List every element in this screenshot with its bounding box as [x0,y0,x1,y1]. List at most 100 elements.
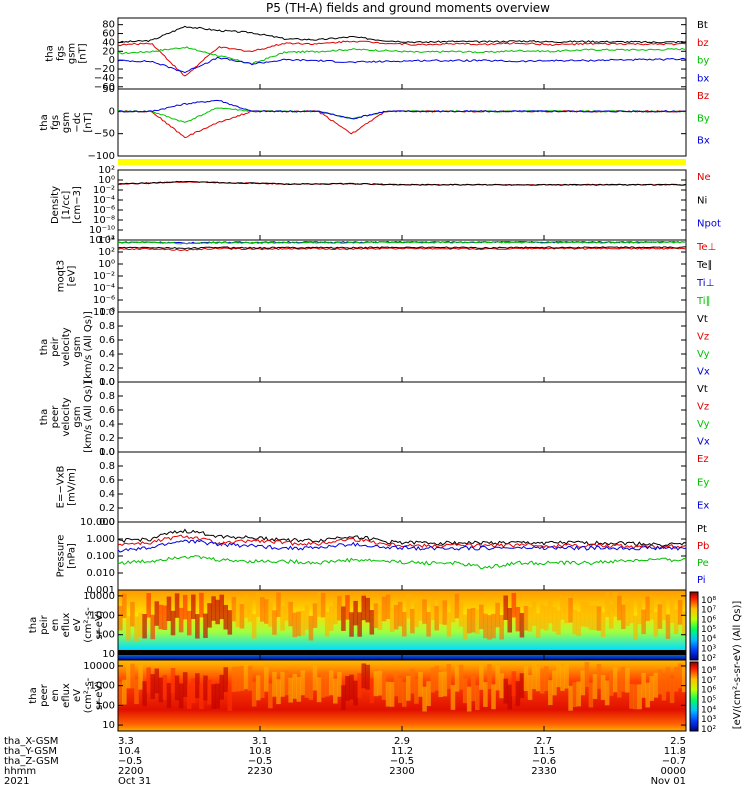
spectro-cell [511,671,517,697]
y-tick-label: 10000 [83,591,115,602]
spectro-cell [243,593,249,618]
y-tick-label: 10⁻¹² [89,235,115,246]
colorbar-tick-label: 10⁴ [701,635,716,645]
spectro-cell [491,613,496,639]
spectro-cell [328,670,334,696]
y-tick-label: 0.6 [99,475,115,486]
legend-fgs_gsm-3: bx [697,73,709,84]
y-tick-label: −40 [94,73,115,84]
y-tick-label: 0.6 [99,405,115,416]
y-tick-label: 10⁻² [93,185,115,196]
series-density-Ni [117,180,687,186]
y-tick-label: 0.8 [99,461,115,472]
y-axis-label: moqt3 [eV] [56,260,78,293]
spectro-cell [280,606,285,631]
y-tick-label: 80 [102,20,115,31]
y-tick-label: 1.0 [99,307,115,318]
spectro-cell [612,667,618,693]
y-tick-label: 10⁻⁶ [93,205,115,216]
spectro-cell [450,597,456,623]
colorbar-tick-label: 10⁸ [701,596,716,606]
y-axis-label-line: tha [39,114,50,130]
spectro-cell [495,602,500,628]
y-axis-label-line: tha [45,45,56,61]
y-axis-label: tha peer velocity gsm [km/s (All Qs)] [39,381,94,453]
spectro-cell [572,682,577,707]
y-axis-label-line: en [50,619,61,632]
y-tick-label: 0.010 [86,568,115,579]
spectro-cell [495,665,500,691]
spectro-cell [661,595,667,621]
yellow-status-bar [118,159,686,165]
spectro-cell [134,616,139,641]
y-axis-label-line: eV [72,618,83,631]
spectro-cell [337,671,342,697]
spectro-cell [203,613,208,639]
spectro-cell [442,671,448,697]
spectro-cell [665,614,671,639]
spectro-cell [527,675,533,700]
spectro-cell [475,685,480,711]
spectro-cell [154,601,160,626]
y-tick-label: 10⁻⁸ [93,215,115,226]
spectro-cell [320,672,326,698]
spectro-cell [503,678,508,704]
y-axis-label: tha fgs gsm [nT] [45,43,89,64]
y-tick-label: 0 [109,55,115,66]
y-axis-label-line: tha [28,687,39,703]
y-axis-label-line: tha [39,339,50,355]
spectro-cell [170,610,176,636]
spectro-cell [166,683,172,708]
y-axis-label-line: [mV/m] [67,468,78,506]
spectro-cell [146,593,151,618]
spectro-cell [353,680,358,706]
legend-efield-2: Ex [697,501,709,512]
spectro-cell [641,672,646,698]
x-row-label: tha_Z-GSM [4,756,59,767]
panel-vi: 1.0 0.8 0.6 0.4 0.2 0.0 tha peir velocity gsm [km/… [39,307,710,388]
spectro-cell [255,592,261,617]
spectro-cell [544,666,549,692]
y-tick-label: 10⁻⁸ [93,307,115,318]
spectro-cell [324,612,330,637]
y-tick-label: 10⁰ [98,259,115,270]
spectro-cell [418,596,423,621]
y-axis-label-line: (cm²-s- [83,607,94,643]
spectro-cell [442,600,448,625]
spectro-cell [673,609,679,635]
legend-ve-3: Vx [697,437,710,448]
legend-pressure-0: Pt [697,524,707,535]
spectro-cell [673,666,679,692]
spectro-cell [138,664,143,690]
x-row-value: −0.6 [532,756,556,767]
y-axis-label-line: peer [39,683,50,707]
spectro-cell [389,681,395,707]
colorbar2-tick-label: 10⁸ [701,666,716,676]
spectro-cell [414,602,419,628]
spectro-cell [657,604,663,629]
panel-density: 10²10⁰10⁻²10⁻⁴10⁻⁶10⁻⁸10⁻¹⁰10⁻¹²Density[… [50,165,721,246]
spectro-cell [475,609,480,634]
y-tick-label: 10⁻⁴ [93,283,115,294]
spectro-cell [215,683,220,709]
colorbar-label-group: [eV/(cm²-s-sr-eV) (All Qs)] [732,601,743,730]
spectro-cell [211,596,216,621]
series-pressure-Pt [117,528,687,547]
spectro-cell [519,612,525,638]
spectro-cell [434,605,440,631]
spectro-cell [649,676,655,701]
spectro-cell [260,597,265,622]
spectro-cell [243,664,249,690]
spectro-cell [150,614,156,640]
x-row-value: 11.2 [391,746,413,757]
spectro-cell [515,681,521,706]
spectro-cell [669,678,675,704]
y-tick-label: 10⁻¹⁰ [89,225,115,236]
legend-vi-0: Vt [697,314,708,325]
spectro-cell [333,599,338,625]
spectro-cell [645,596,650,621]
spectro-cell [251,614,257,639]
